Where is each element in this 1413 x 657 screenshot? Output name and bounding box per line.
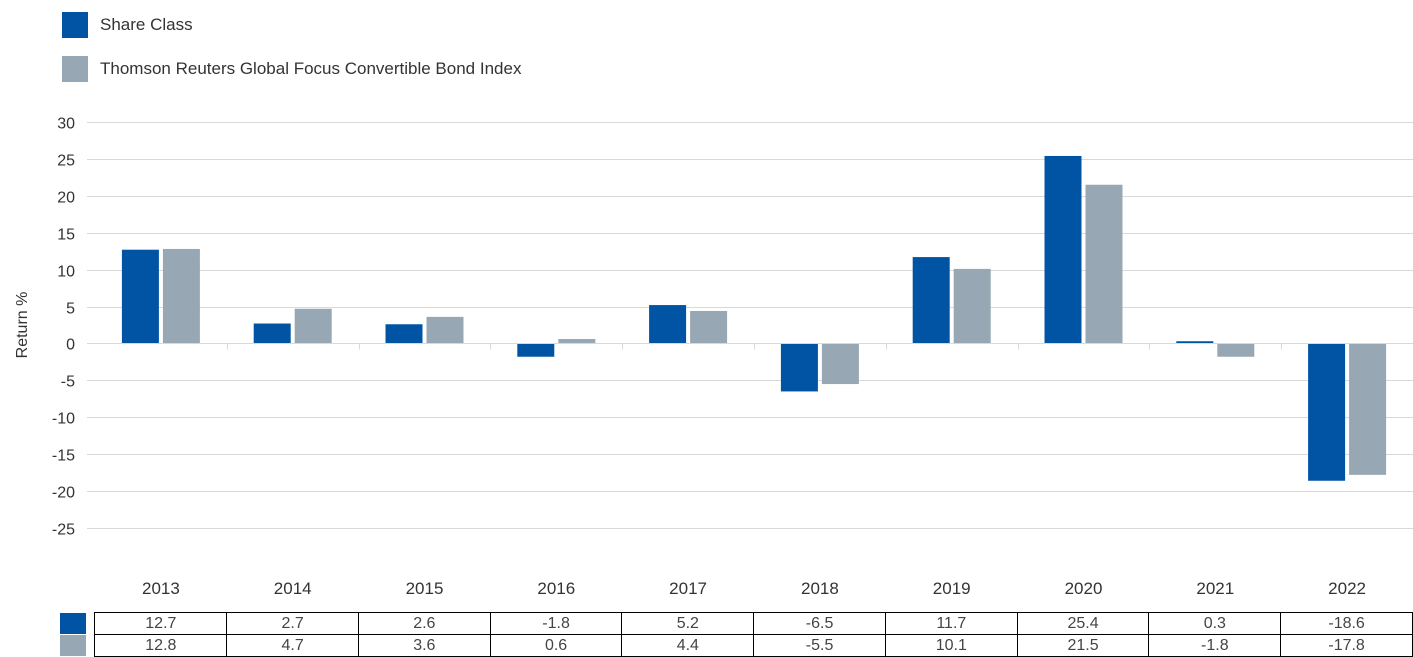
bar-index-2019 (953, 268, 991, 344)
bar-share-class-2017 (649, 305, 687, 344)
x-tick-label: 2014 (274, 579, 312, 598)
y-tick-label: 0 (66, 337, 75, 354)
table-swatch (60, 613, 86, 634)
y-tick-label: -10 (52, 411, 75, 428)
legend-label-index: Thomson Reuters Global Focus Convertible… (100, 59, 522, 78)
table-cell: 25.4 (1016, 612, 1150, 635)
x-tick-label: 2022 (1328, 579, 1366, 598)
x-tick-label: 2019 (933, 579, 971, 598)
bar-share-class-2020 (1044, 155, 1082, 344)
table-cell: 5.2 (621, 612, 755, 635)
x-tick-label: 2020 (1065, 579, 1103, 598)
bar-share-class-2022 (1308, 343, 1346, 481)
table-cell: 3.6 (357, 634, 491, 657)
y-tick-label: -20 (52, 485, 75, 502)
x-tick-label: 2021 (1196, 579, 1234, 598)
table-cell: 4.7 (226, 634, 359, 657)
y-axis-title: Return % (14, 292, 31, 359)
bar-index-2018 (821, 343, 859, 385)
table-swatch (60, 635, 86, 656)
table-row-swatch (60, 635, 95, 657)
table-cell: -18.6 (1280, 612, 1413, 635)
bar-index-2021 (1217, 343, 1255, 357)
table-cell: -6.5 (753, 612, 886, 635)
table-cell: 2.6 (357, 612, 491, 635)
table-cell: 11.7 (884, 612, 1018, 635)
bar-share-class-2013 (121, 249, 159, 344)
bar-index-2020 (1085, 184, 1123, 344)
y-tick-label: 25 (57, 153, 75, 170)
y-tick-label: -15 (52, 448, 75, 465)
legend-swatch-index (62, 56, 88, 82)
table-cell: 4.4 (621, 634, 755, 657)
y-tick-label: -5 (61, 374, 75, 391)
bar-share-class-2015 (385, 324, 423, 344)
table-row: 12.7 2.7 2.6 -1.8 5.2 -6.5 11.7 25.4 0.3 -18.6 (60, 612, 1413, 635)
table-cell: 21.5 (1016, 634, 1150, 657)
table-cell: 10.1 (884, 634, 1018, 657)
bar-share-class-2019 (912, 257, 950, 344)
y-tick-label: 15 (57, 227, 75, 244)
table-cell: -1.8 (1148, 634, 1282, 657)
bar-index-2013 (162, 248, 200, 344)
y-tick-label: -25 (52, 522, 75, 539)
bar-share-class-2021 (1176, 341, 1214, 344)
bar-index-2015 (426, 316, 464, 344)
table-cell: 12.7 (94, 612, 228, 635)
bar-index-2016 (558, 339, 596, 344)
table-cell: -5.5 (753, 634, 886, 657)
data-table: 12.7 2.7 2.6 -1.8 5.2 -6.5 11.7 25.4 0.3 -18.6 12.… (60, 612, 1413, 657)
legend-label-share-class: Share Class (100, 15, 193, 34)
table-cell: 0.3 (1148, 612, 1282, 635)
x-tick-label: 2013 (142, 579, 180, 598)
legend-item-share-class: Share Class (62, 12, 193, 38)
x-tick-label: 2018 (801, 579, 839, 598)
table-cell: -1.8 (489, 612, 623, 635)
bar-share-class-2018 (780, 343, 818, 392)
x-tick-label: 2016 (537, 579, 575, 598)
bar-index-2017 (690, 310, 728, 344)
bar-share-class-2016 (517, 343, 555, 357)
table-row-swatch (60, 613, 95, 635)
table-cell: 12.8 (94, 634, 228, 657)
table-cell: -17.8 (1280, 634, 1413, 657)
legend-item-index: Thomson Reuters Global Focus Convertible… (62, 56, 521, 82)
table-cell: 0.6 (489, 634, 623, 657)
bar-share-class-2014 (253, 323, 291, 344)
bar-index-2022 (1349, 343, 1387, 475)
y-tick-label: 20 (57, 190, 75, 207)
y-tick-label: 30 (57, 116, 75, 133)
y-tick-label: 5 (66, 301, 75, 318)
y-tick-label: 10 (57, 264, 75, 281)
table-cell: 2.7 (226, 612, 359, 635)
bar-index-2014 (294, 308, 332, 344)
legend-swatch-share-class (62, 12, 88, 38)
x-tick-label: 2015 (406, 579, 444, 598)
table-row: 12.8 4.7 3.6 0.6 4.4 -5.5 10.1 21.5 -1.8 -17.8 (60, 634, 1413, 657)
x-tick-label: 2017 (669, 579, 707, 598)
